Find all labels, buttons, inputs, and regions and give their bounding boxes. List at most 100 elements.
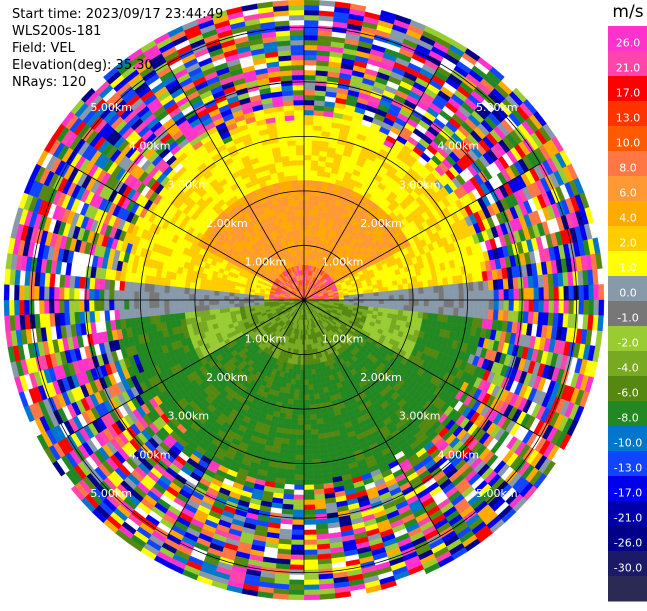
radar-bin — [304, 210, 309, 215]
radar-bin — [304, 460, 313, 465]
radar-bin — [394, 300, 399, 305]
radar-bin — [423, 287, 429, 294]
radar-bin — [285, 474, 295, 480]
radar-bin — [304, 35, 318, 40]
radar-bin — [389, 304, 394, 309]
radar-bin — [349, 295, 354, 298]
radar-bin — [291, 550, 304, 555]
radar-bin — [564, 286, 569, 300]
radar-bin — [488, 280, 494, 290]
radar-bin — [399, 305, 404, 311]
radar-bin — [310, 359, 314, 364]
radar-bin — [308, 370, 312, 375]
radar-bin — [306, 345, 309, 350]
radar-bin — [493, 280, 499, 291]
radar-bin — [304, 560, 318, 565]
radar-bin — [304, 595, 320, 600]
radar-bin — [463, 283, 469, 292]
radar-bin — [314, 494, 325, 500]
radar-bin — [524, 288, 529, 300]
radar-bin — [439, 300, 444, 307]
radar-bin — [296, 375, 301, 380]
radar-bin — [308, 225, 312, 230]
radar-bin — [295, 460, 304, 465]
radar-bin — [304, 415, 310, 420]
radar-bin — [304, 230, 308, 235]
radar-bin — [489, 300, 494, 310]
radar-bin — [294, 485, 304, 490]
radar-bin — [448, 284, 454, 292]
radar-bin — [311, 170, 318, 176]
radar-bin — [389, 300, 394, 305]
radar-bin — [304, 45, 317, 50]
radar-bin — [297, 365, 301, 370]
radar-bin — [304, 355, 307, 360]
radar-bin — [418, 288, 423, 295]
radar-bin — [313, 384, 318, 390]
radar-bin — [418, 312, 424, 319]
radar-bin — [498, 310, 504, 321]
radar-bin — [310, 409, 316, 414]
radar-bin — [449, 292, 454, 300]
radar-bin — [286, 469, 295, 475]
radar-bin — [449, 300, 454, 308]
radar-bin — [304, 5, 319, 10]
radar-bin — [597, 269, 603, 285]
radar-bin — [373, 288, 379, 292]
radar-bin — [493, 310, 499, 321]
radar-bin — [398, 310, 404, 316]
radar-bin — [359, 294, 364, 297]
radar-bin — [569, 286, 574, 300]
radar-bin — [298, 420, 305, 425]
radar-bin — [293, 500, 304, 505]
radar-bin — [294, 490, 304, 495]
radar-bin — [315, 399, 321, 405]
radar-bin — [304, 550, 317, 555]
radar-bin — [289, 389, 295, 395]
radar-bin — [364, 297, 369, 300]
radar-bin — [295, 380, 300, 385]
radar-bin — [304, 95, 315, 100]
radar-bin — [468, 282, 474, 291]
radar-bin — [363, 290, 368, 294]
radar-bin — [599, 284, 604, 300]
radar-bin — [304, 125, 313, 130]
radar-bin — [594, 300, 599, 315]
radar-bin — [304, 115, 314, 120]
radar-bin — [549, 287, 554, 300]
radar-bin — [304, 510, 315, 515]
radar-bin — [287, 454, 296, 460]
radar-bin — [304, 425, 311, 430]
radar-bin — [399, 290, 404, 296]
radar-bin — [311, 429, 318, 435]
radar-bin — [488, 310, 494, 320]
radar-bin — [304, 195, 310, 200]
radar-bin — [423, 306, 429, 313]
radar-bin — [579, 285, 584, 300]
radar-bin — [459, 292, 464, 300]
radar-bin — [304, 395, 309, 400]
radar-bin — [312, 454, 321, 460]
radar-bin — [292, 409, 298, 414]
radar-bin — [404, 295, 409, 301]
radar-bin — [458, 308, 464, 317]
radar-bin — [369, 300, 374, 304]
radar-bin — [304, 545, 317, 550]
radar-bin — [311, 160, 319, 166]
radar-bin — [544, 300, 549, 313]
radar-bin — [474, 300, 479, 309]
radar-bin — [292, 520, 304, 525]
radar-bin — [519, 289, 524, 301]
radar-bin — [289, 590, 304, 595]
radar-bin — [304, 485, 314, 490]
radar-bin — [494, 300, 499, 310]
radar-bin — [403, 284, 409, 290]
radar-bin — [369, 293, 374, 297]
radar-bin — [300, 375, 304, 380]
radar-bin — [299, 395, 304, 400]
radar-bin — [483, 309, 489, 319]
radar-bin — [419, 300, 424, 306]
radar-bin — [539, 287, 544, 300]
